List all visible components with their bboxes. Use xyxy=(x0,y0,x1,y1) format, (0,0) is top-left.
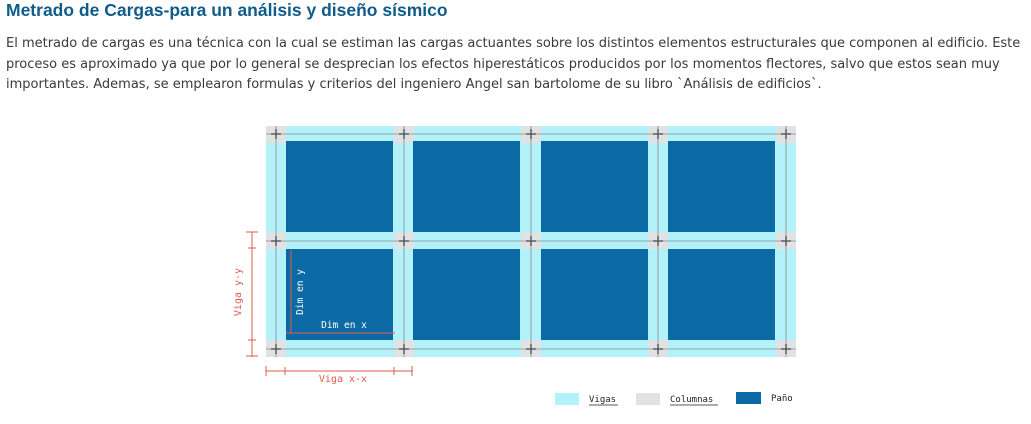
slab-panel xyxy=(286,141,393,232)
viga-yy-dimension xyxy=(246,231,258,357)
legend-item-pano: Paño xyxy=(736,392,793,404)
slab-panel xyxy=(668,249,775,340)
slab-panel xyxy=(413,249,520,340)
panels-layer xyxy=(286,141,775,340)
viga-xx-dimension xyxy=(265,366,413,376)
legend-label-pano: Paño xyxy=(771,394,793,404)
grid-lines-layer xyxy=(266,126,796,357)
slab-panel xyxy=(286,249,393,340)
dim-x-label: Dim en x xyxy=(321,320,367,331)
viga-yy-label: Viga y-y xyxy=(233,268,244,316)
legend-swatch-vigas xyxy=(555,393,579,405)
slab-panel xyxy=(541,249,648,340)
columns-layer xyxy=(266,126,796,357)
legend-label-vigas: Vigas xyxy=(589,395,616,405)
dim-x-indicator: Dim en x xyxy=(286,320,395,334)
slab-panel xyxy=(668,141,775,232)
slab-panel xyxy=(541,141,648,232)
intro-paragraph: El metrado de cargas es una técnica con … xyxy=(6,36,1021,92)
legend-label-columnas: Columnas xyxy=(670,395,713,405)
legend-swatch-pano xyxy=(736,392,761,404)
page-title: Metrado de Cargas-para un análisis y dis… xyxy=(6,0,448,20)
legend: Vigas Columnas Paño xyxy=(555,392,793,406)
slab-panel xyxy=(413,141,520,232)
legend-item-vigas: Vigas xyxy=(555,393,618,406)
legend-swatch-columnas xyxy=(636,393,660,405)
dim-y-label: Dim en y xyxy=(295,269,306,315)
legend-item-columnas: Columnas xyxy=(636,393,718,406)
dim-y-indicator: Dim en y xyxy=(290,250,306,334)
viga-xx-label: Viga x-x xyxy=(319,374,367,385)
